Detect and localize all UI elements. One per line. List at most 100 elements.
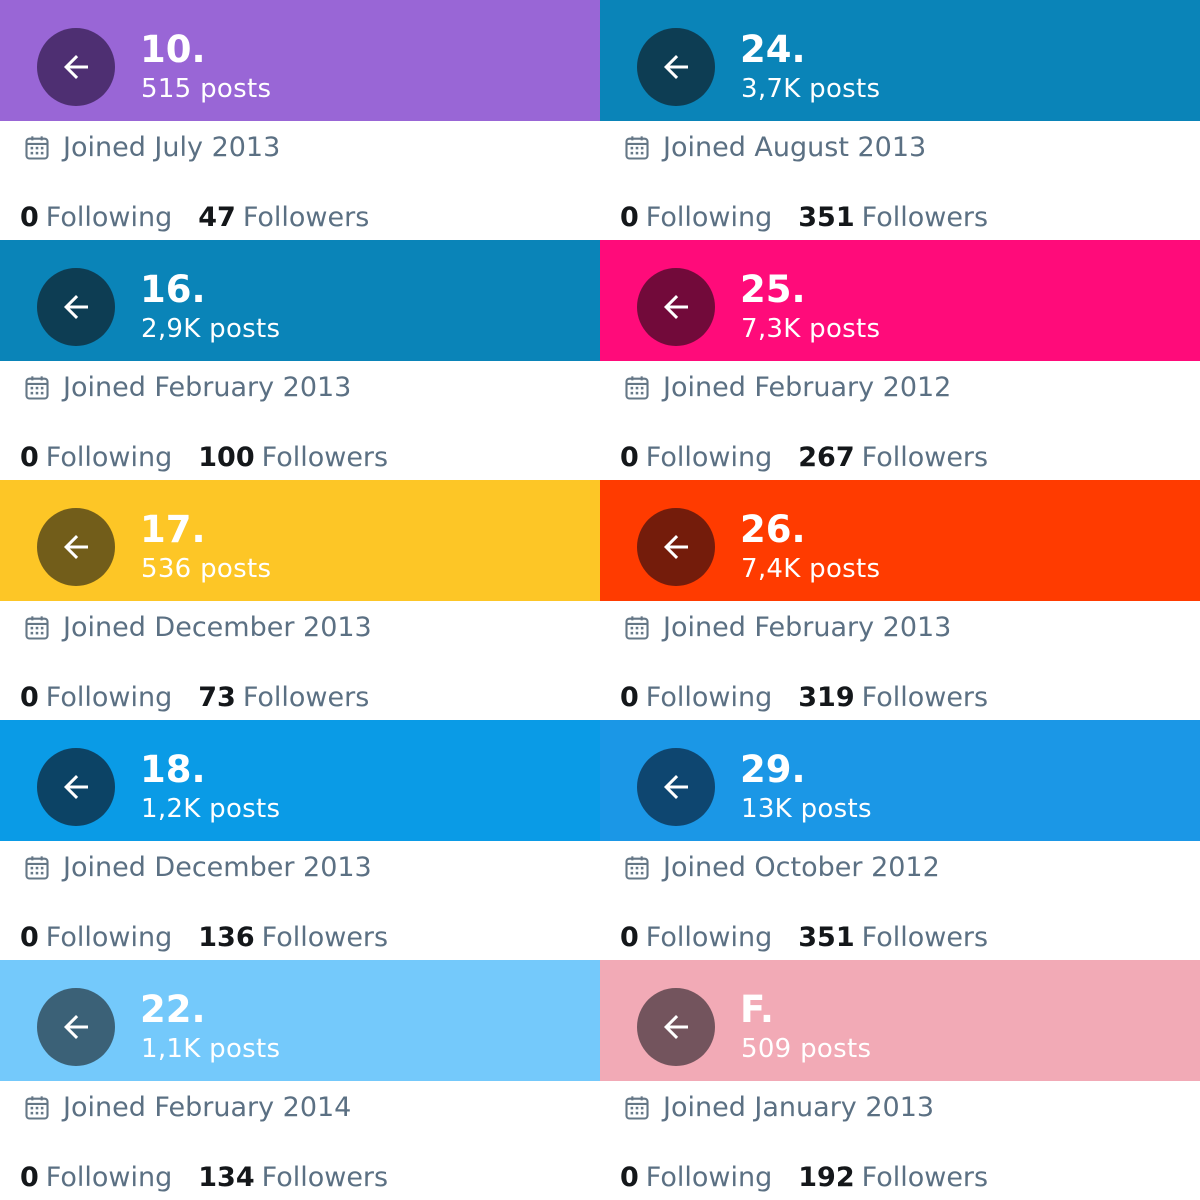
posts-count: 515 posts xyxy=(141,74,272,104)
follow-stats: 0 Following 100 Followers xyxy=(20,440,388,476)
follow-stats: 0 Following 267 Followers xyxy=(620,440,988,476)
joined-date: Joined December 2013 xyxy=(23,850,372,886)
following-link[interactable]: 0 Following xyxy=(620,1160,772,1196)
profile-banner: 25. 7,3K posts xyxy=(600,240,1200,361)
followers-count: 134 xyxy=(198,1162,255,1193)
followers-count: 47 xyxy=(198,202,236,233)
arrow-left-icon xyxy=(64,1015,88,1039)
following-count: 0 xyxy=(20,922,39,953)
joined-text: Joined February 2014 xyxy=(63,1092,352,1123)
calendar-icon xyxy=(625,136,649,160)
followers-link[interactable]: 319 Followers xyxy=(798,680,988,716)
back-button[interactable] xyxy=(37,28,115,106)
arrow-left-icon xyxy=(664,775,688,799)
followers-link[interactable]: 136 Followers xyxy=(198,920,388,956)
back-button[interactable] xyxy=(37,988,115,1066)
following-link[interactable]: 0 Following xyxy=(20,200,172,236)
follow-stats: 0 Following 136 Followers xyxy=(20,920,388,956)
back-button[interactable] xyxy=(637,268,715,346)
profile-name: 29. xyxy=(740,748,806,791)
following-label: Following xyxy=(645,922,773,953)
posts-count: 3,7K posts xyxy=(741,74,881,104)
followers-label: Followers xyxy=(861,682,989,713)
profile-banner: 24. 3,7K posts xyxy=(600,0,1200,121)
joined-date: Joined December 2013 xyxy=(23,610,372,646)
followers-link[interactable]: 351 Followers xyxy=(798,200,988,236)
following-link[interactable]: 0 Following xyxy=(20,920,172,956)
followers-label: Followers xyxy=(242,202,370,233)
back-button[interactable] xyxy=(37,268,115,346)
following-link[interactable]: 0 Following xyxy=(620,440,772,476)
following-link[interactable]: 0 Following xyxy=(620,920,772,956)
posts-count: 536 posts xyxy=(141,554,272,584)
back-button[interactable] xyxy=(637,508,715,586)
posts-count: 7,4K posts xyxy=(741,554,881,584)
profile-name: 26. xyxy=(740,508,806,551)
followers-label: Followers xyxy=(861,202,989,233)
following-link[interactable]: 0 Following xyxy=(620,200,772,236)
following-label: Following xyxy=(645,442,773,473)
followers-link[interactable]: 267 Followers xyxy=(798,440,988,476)
followers-count: 267 xyxy=(798,442,855,473)
profile-banner: 16. 2,9K posts xyxy=(0,240,600,361)
arrow-left-icon xyxy=(664,535,688,559)
joined-date: Joined January 2013 xyxy=(623,1090,934,1126)
profile-banner: 18. 1,2K posts xyxy=(0,720,600,841)
calendar-icon xyxy=(625,1096,649,1120)
follow-stats: 0 Following 47 Followers xyxy=(20,200,369,236)
following-count: 0 xyxy=(620,442,639,473)
following-label: Following xyxy=(45,922,173,953)
profile-name: 16. xyxy=(140,268,206,311)
following-link[interactable]: 0 Following xyxy=(20,680,172,716)
followers-link[interactable]: 47 Followers xyxy=(198,200,369,236)
following-count: 0 xyxy=(620,682,639,713)
followers-count: 73 xyxy=(198,682,236,713)
following-link[interactable]: 0 Following xyxy=(20,1160,172,1196)
follow-stats: 0 Following 134 Followers xyxy=(20,1160,388,1196)
following-label: Following xyxy=(645,682,773,713)
arrow-left-icon xyxy=(64,295,88,319)
joined-date: Joined July 2013 xyxy=(23,130,280,166)
followers-label: Followers xyxy=(261,1162,389,1193)
back-button[interactable] xyxy=(637,748,715,826)
joined-text: Joined February 2013 xyxy=(663,612,952,643)
follow-stats: 0 Following 319 Followers xyxy=(620,680,988,716)
arrow-left-icon xyxy=(64,535,88,559)
joined-text: Joined August 2013 xyxy=(663,132,927,163)
followers-link[interactable]: 100 Followers xyxy=(198,440,388,476)
followers-label: Followers xyxy=(861,442,989,473)
profile-card: 26. 7,4K posts Joined February 2013 0 Fo… xyxy=(600,480,1200,720)
back-button[interactable] xyxy=(37,508,115,586)
following-link[interactable]: 0 Following xyxy=(620,680,772,716)
joined-text: Joined February 2012 xyxy=(663,372,952,403)
profile-card: 17. 536 posts Joined December 2013 0 Fol… xyxy=(0,480,600,720)
calendar-icon xyxy=(25,856,49,880)
following-label: Following xyxy=(45,202,173,233)
following-label: Following xyxy=(45,682,173,713)
following-count: 0 xyxy=(20,202,39,233)
follow-stats: 0 Following 192 Followers xyxy=(620,1160,988,1196)
profile-card: F. 509 posts Joined January 2013 0 Follo… xyxy=(600,960,1200,1200)
posts-count: 1,2K posts xyxy=(141,794,281,824)
profile-card: 25. 7,3K posts Joined February 2012 0 Fo… xyxy=(600,240,1200,480)
followers-count: 100 xyxy=(198,442,255,473)
calendar-icon xyxy=(25,136,49,160)
back-button[interactable] xyxy=(637,988,715,1066)
calendar-icon xyxy=(625,856,649,880)
joined-text: Joined July 2013 xyxy=(63,132,281,163)
joined-date: Joined February 2013 xyxy=(623,610,951,646)
followers-link[interactable]: 351 Followers xyxy=(798,920,988,956)
back-button[interactable] xyxy=(37,748,115,826)
follow-stats: 0 Following 73 Followers xyxy=(20,680,369,716)
followers-link[interactable]: 73 Followers xyxy=(198,680,369,716)
following-link[interactable]: 0 Following xyxy=(20,440,172,476)
joined-date: Joined October 2012 xyxy=(623,850,940,886)
profile-card: 24. 3,7K posts Joined August 2013 0 Foll… xyxy=(600,0,1200,240)
profile-banner: 22. 1,1K posts xyxy=(0,960,600,1081)
back-button[interactable] xyxy=(637,28,715,106)
followers-label: Followers xyxy=(261,442,389,473)
joined-text: Joined January 2013 xyxy=(663,1092,935,1123)
followers-link[interactable]: 192 Followers xyxy=(798,1160,988,1196)
followers-link[interactable]: 134 Followers xyxy=(198,1160,388,1196)
